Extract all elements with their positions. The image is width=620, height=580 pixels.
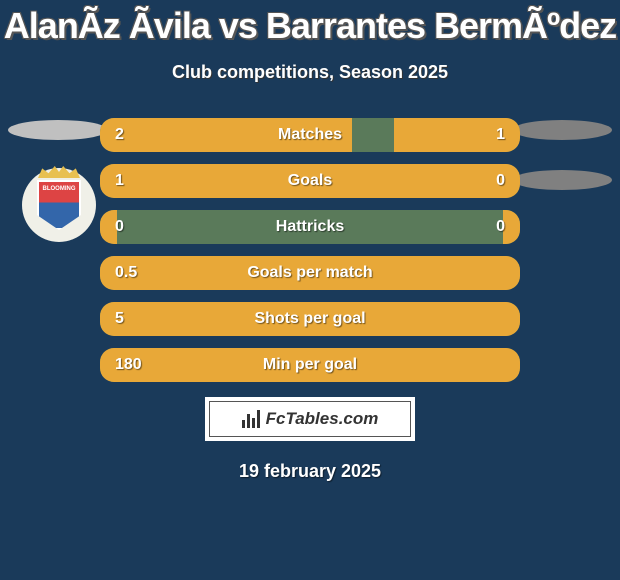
date-label: 19 february 2025 (0, 461, 620, 482)
crown-icon (38, 166, 80, 178)
player-placeholder-right-2 (512, 170, 612, 190)
team-badge-left: BLOOMING (22, 168, 97, 248)
stat-bar-right: 1 (394, 118, 520, 152)
stat-row: 2Matches1 (100, 118, 520, 152)
subtitle: Club competitions, Season 2025 (0, 62, 620, 83)
shield-icon: BLOOMING (37, 180, 81, 230)
stat-bar-left: 0 (100, 210, 117, 244)
player-placeholder-right-1 (512, 120, 612, 140)
stat-label: Min per goal (263, 356, 357, 374)
stat-row: 1Goals 0 (100, 164, 520, 198)
stat-label: Matches (278, 126, 342, 144)
player-placeholder-left-1 (8, 120, 108, 140)
main-container: AlanÃz Ãvila vs Barrantes BermÃºdez Club… (0, 0, 620, 482)
stat-row: 5Shots per goal (100, 302, 520, 336)
stat-bar-left: 1 (100, 164, 436, 198)
stat-bar-right: 0 (503, 210, 520, 244)
fctables-logo[interactable]: FcTables.com (205, 397, 415, 441)
stat-bar-right: 0 (436, 164, 520, 198)
stat-row: 0.5Goals per match (100, 256, 520, 290)
logo-border (209, 401, 411, 437)
shield-label: BLOOMING (39, 186, 79, 192)
stats-area: BLOOMING 2Matches11Goals00Hattricks00.5G… (0, 118, 620, 382)
stat-row: 180Min per goal (100, 348, 520, 382)
badge-background: BLOOMING (22, 168, 96, 242)
stat-row: 0 Hattricks 0 (100, 210, 520, 244)
stat-label: Hattricks (276, 218, 344, 236)
page-title: AlanÃz Ãvila vs Barrantes BermÃºdez (0, 5, 620, 47)
stat-label: Shots per goal (254, 310, 365, 328)
stat-label: Goals per match (247, 264, 372, 282)
stat-label: Goals (288, 172, 332, 190)
